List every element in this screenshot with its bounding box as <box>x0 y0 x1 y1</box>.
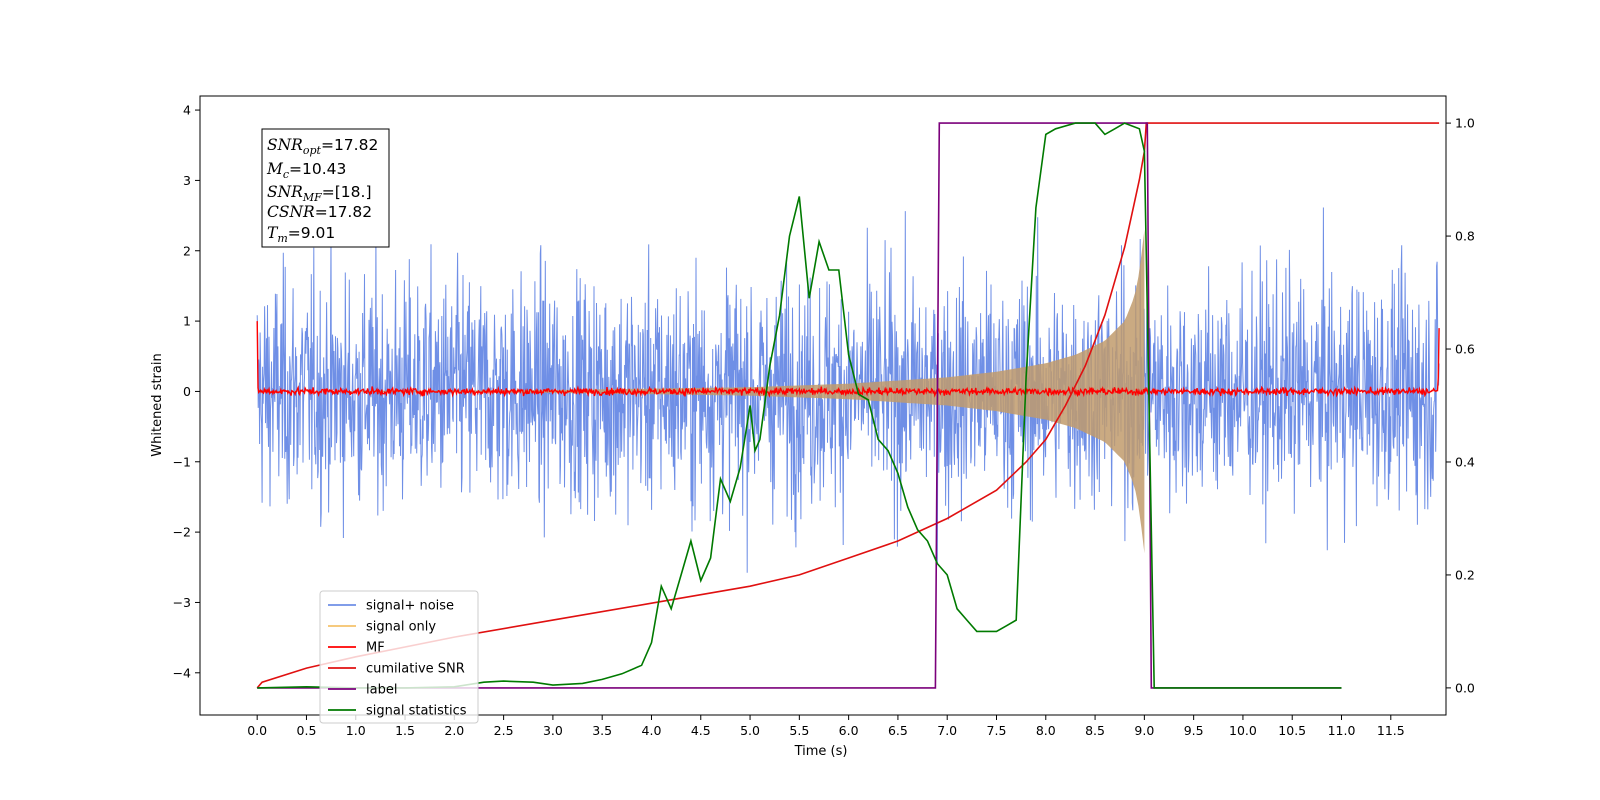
y-tick-label: 3 <box>183 173 191 188</box>
y2-tick-label: 0.4 <box>1455 454 1475 469</box>
x-tick-label: 3.0 <box>543 723 563 738</box>
legend-label-label: label <box>366 683 397 698</box>
x-tick-label: 7.0 <box>937 723 957 738</box>
legend-label-mf: MF <box>366 641 385 656</box>
annotation-tm: Tm=9.01 <box>267 224 335 245</box>
x-tick-label: 10.5 <box>1278 723 1306 738</box>
y-axis-label: Whitened strain <box>150 353 165 456</box>
y-axis-right: 0.0 0.2 0.4 0.6 0.8 1.0 <box>1446 116 1475 695</box>
x-tick-label: 11.5 <box>1377 723 1405 738</box>
x-tick-label: 8.0 <box>1036 723 1056 738</box>
x-tick-label: 6.0 <box>839 723 859 738</box>
y-axis-left: −4 −3 −2 −1 0 1 2 3 4 <box>173 103 200 680</box>
x-tick-label: 3.5 <box>592 723 612 738</box>
plot-frame <box>199 95 1447 716</box>
x-tick-label: 2.5 <box>494 723 514 738</box>
x-tick-label: 2.0 <box>444 723 464 738</box>
y2-tick-label: 1.0 <box>1455 116 1475 131</box>
x-tick-label: 9.0 <box>1134 723 1154 738</box>
x-tick-label: 4.0 <box>642 723 662 738</box>
x-tick-label: 5.5 <box>789 723 809 738</box>
annotation-mc: Mc=10.43 <box>266 160 346 181</box>
legend-label-signal_noise: signal+ noise <box>366 599 454 614</box>
x-tick-label: 1.0 <box>346 723 366 738</box>
mf-series <box>256 321 1440 398</box>
x-axis-label: Time (s) <box>794 744 848 759</box>
legend-label-stats: signal statistics <box>366 704 467 719</box>
y2-tick-label: 0.6 <box>1455 342 1475 357</box>
y-tick-label: 2 <box>183 243 191 258</box>
x-tick-label: 0.0 <box>247 723 267 738</box>
y-tick-label: 1 <box>183 314 191 329</box>
y-tick-label: −2 <box>173 525 191 540</box>
x-tick-label: 0.5 <box>297 723 317 738</box>
legend-label-signal_only: signal only <box>366 620 436 635</box>
x-tick-label: 1.5 <box>395 723 415 738</box>
x-tick-label: 4.5 <box>691 723 711 738</box>
y-tick-label: −3 <box>173 595 191 610</box>
y-tick-label: −1 <box>173 454 191 469</box>
annotation-box: SNRopt=17.82 Mc=10.43 SNRMF=[18.] CSNR=1… <box>261 128 390 248</box>
y-tick-label: −4 <box>173 665 191 680</box>
y2-tick-label: 0.8 <box>1455 229 1475 244</box>
legend: signal+ noise signal only MF cumilative SNR… <box>319 590 479 724</box>
legend-label-csnr: cumilative SNR <box>366 662 465 677</box>
y2-tick-label: 0.0 <box>1455 680 1475 695</box>
x-tick-label: 10.0 <box>1229 723 1257 738</box>
annotation-snr-opt: SNRopt=17.82 <box>267 136 378 157</box>
x-tick-label: 5.0 <box>740 723 760 738</box>
signal-statistics-series <box>257 122 1342 689</box>
annotation-csnr: CSNR=17.82 <box>267 203 372 221</box>
x-tick-label: 9.5 <box>1184 723 1204 738</box>
y-tick-label: 4 <box>183 103 191 118</box>
x-tick-label: 7.5 <box>987 723 1007 738</box>
y2-tick-label: 0.2 <box>1455 567 1475 582</box>
signal-noise-series <box>256 207 1440 573</box>
x-axis: 0.0 0.5 1.0 1.5 2.0 2.5 3.0 3.5 4.0 4.5 5.0 5.5 6.0 6… <box>247 715 1405 738</box>
y-tick-label: 0 <box>183 384 191 399</box>
annotation-snr-mf: SNRMF=[18.] <box>267 183 372 204</box>
x-tick-label: 6.5 <box>888 723 908 738</box>
x-tick-label: 8.5 <box>1085 723 1105 738</box>
x-tick-label: 11.0 <box>1328 723 1356 738</box>
